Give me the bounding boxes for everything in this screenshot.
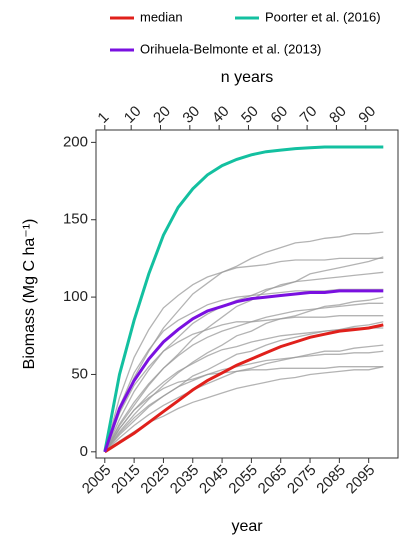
plot-frame bbox=[95, 129, 399, 459]
x-tick-label: 2065 bbox=[255, 462, 291, 498]
y-tick-label: 150 bbox=[63, 211, 88, 228]
x2-tick-label: 10 bbox=[121, 103, 145, 127]
x-tick-label: 2085 bbox=[313, 462, 349, 498]
simulation-line bbox=[104, 231, 384, 453]
simulation-line bbox=[104, 271, 384, 453]
x2-tick-label: 90 bbox=[355, 103, 379, 127]
x-tick-label: 2075 bbox=[284, 462, 320, 498]
x2-tick-label: 60 bbox=[267, 103, 291, 127]
x2-tick-label: 30 bbox=[179, 103, 203, 127]
x-tick-label: 2035 bbox=[167, 462, 203, 498]
simulation-line bbox=[104, 315, 384, 453]
simulation-line bbox=[104, 288, 384, 453]
x-tick-label: 2095 bbox=[343, 462, 379, 498]
x-tick-label: 2055 bbox=[225, 462, 261, 498]
x-tick-label: 2005 bbox=[79, 462, 115, 498]
series-line bbox=[103, 145, 384, 453]
legend-label: median bbox=[140, 9, 183, 24]
legend-label: Orihuela-Belmonte et al. (2013) bbox=[140, 41, 321, 56]
series-line bbox=[103, 289, 384, 453]
x2-tick-label: 1 bbox=[94, 109, 112, 127]
simulation-line bbox=[104, 350, 384, 453]
x2-tick-label: 20 bbox=[150, 103, 174, 127]
simulation-line bbox=[104, 302, 384, 453]
simulation-line bbox=[104, 327, 384, 453]
series-line bbox=[103, 323, 384, 454]
x2-tick-label: 50 bbox=[238, 103, 262, 127]
simulation-line bbox=[104, 296, 384, 453]
simulation-line bbox=[104, 256, 384, 453]
simulation-line bbox=[104, 344, 384, 453]
y-axis-title: Biomass (Mg C ha⁻¹) bbox=[21, 219, 38, 370]
x2-axis-title: n years bbox=[221, 69, 273, 86]
x-tick-label: 2015 bbox=[108, 462, 144, 498]
simulation-line bbox=[104, 257, 384, 452]
y-tick-label: 100 bbox=[63, 288, 88, 305]
x-tick-label: 2025 bbox=[137, 462, 173, 498]
x-axis-title: year bbox=[231, 518, 263, 535]
x-tick-label: 2045 bbox=[196, 462, 232, 498]
y-tick-label: 50 bbox=[71, 365, 88, 382]
x2-tick-label: 70 bbox=[297, 103, 321, 127]
simulation-line bbox=[104, 366, 384, 453]
x2-tick-label: 80 bbox=[326, 103, 350, 127]
y-tick-label: 200 bbox=[63, 133, 88, 150]
y-tick-label: 0 bbox=[80, 443, 88, 460]
legend-label: Poorter et al. (2016) bbox=[265, 9, 381, 24]
x2-tick-label: 40 bbox=[209, 103, 233, 127]
